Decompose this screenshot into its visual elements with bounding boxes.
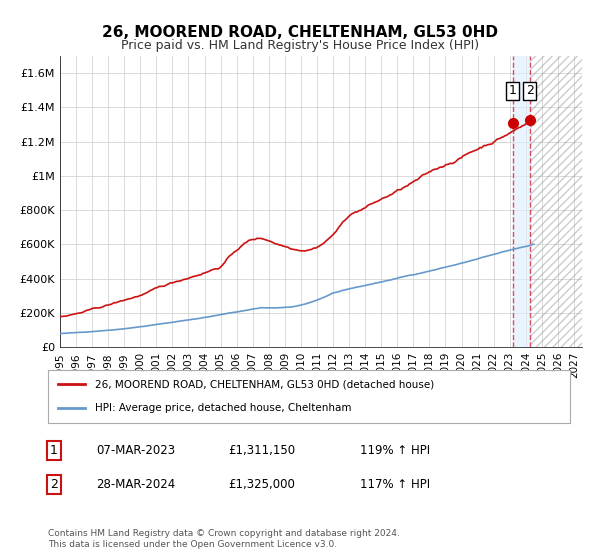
Text: 1: 1 [509,85,517,97]
Text: 26, MOOREND ROAD, CHELTENHAM, GL53 0HD (detached house): 26, MOOREND ROAD, CHELTENHAM, GL53 0HD (… [95,380,434,390]
Text: £1,311,150: £1,311,150 [228,444,295,458]
Bar [530,56,582,347]
Text: £1,325,000: £1,325,000 [228,478,295,491]
Text: 26, MOOREND ROAD, CHELTENHAM, GL53 0HD: 26, MOOREND ROAD, CHELTENHAM, GL53 0HD [102,25,498,40]
Text: 119% ↑ HPI: 119% ↑ HPI [360,444,430,458]
Text: 07-MAR-2023: 07-MAR-2023 [96,444,175,458]
Text: 28-MAR-2024: 28-MAR-2024 [96,478,175,491]
Text: 2: 2 [50,478,58,491]
Bar [512,56,530,347]
Text: 2: 2 [526,85,533,97]
Text: HPI: Average price, detached house, Cheltenham: HPI: Average price, detached house, Chel… [95,403,352,413]
Text: Contains HM Land Registry data © Crown copyright and database right 2024.
This d: Contains HM Land Registry data © Crown c… [48,529,400,549]
Bar [530,56,582,347]
Text: Price paid vs. HM Land Registry's House Price Index (HPI): Price paid vs. HM Land Registry's House … [121,39,479,52]
Text: 1: 1 [50,444,58,458]
Text: 117% ↑ HPI: 117% ↑ HPI [360,478,430,491]
